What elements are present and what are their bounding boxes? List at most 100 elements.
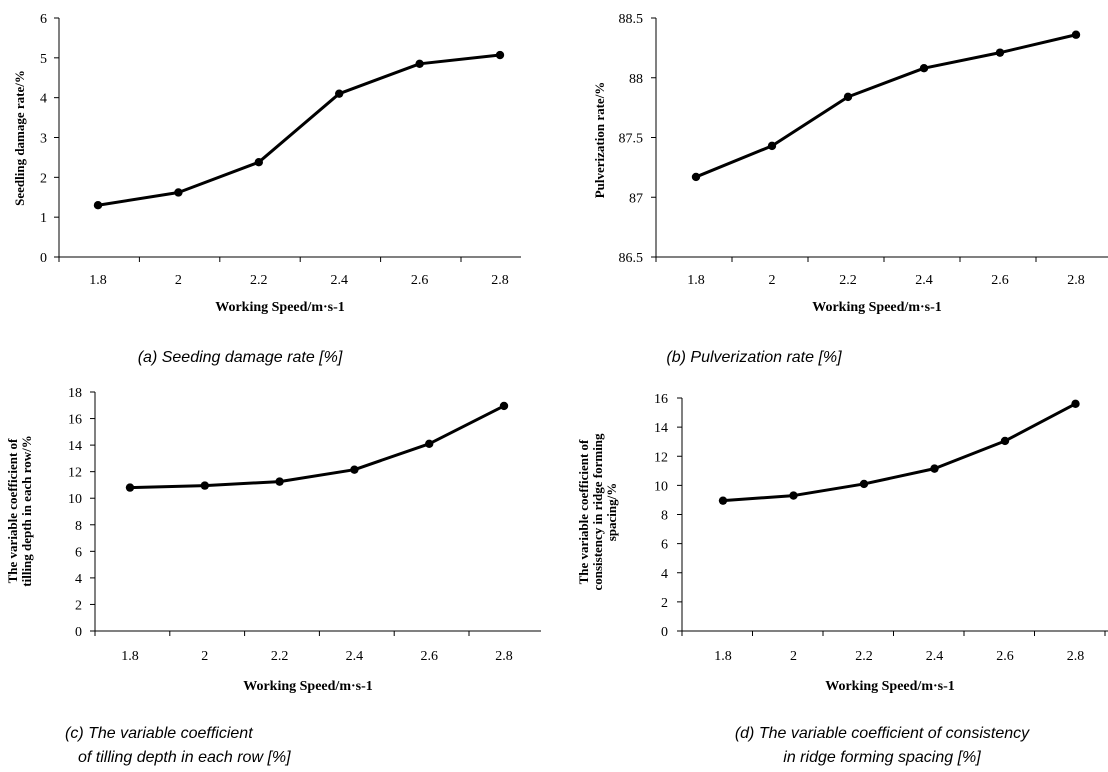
y-tick-label: 87.5 <box>619 132 644 147</box>
data-point <box>859 479 869 489</box>
data-point <box>930 464 939 473</box>
y-axis-title: Pulverization rate/% <box>592 82 607 199</box>
y-tick-label: 0 <box>40 251 47 266</box>
y-tick-label: 4 <box>40 92 47 107</box>
series-line <box>695 33 1077 179</box>
series-line <box>129 404 505 490</box>
y-axis-title-line: consistency in ridge forming <box>590 433 605 591</box>
x-tick-label: 2.2 <box>250 273 268 288</box>
y-tick-label: 6 <box>661 538 668 553</box>
data-point <box>93 201 103 210</box>
y-tick-label: 2 <box>75 598 82 613</box>
data-point <box>415 59 424 69</box>
chart-panel-c: 0 2 4 6 8 10 12 14 16 18 1.8 2 2.2 2.4 2.6 2.8 Working S… <box>5 386 541 766</box>
y-tick-label: 3 <box>40 132 47 147</box>
panel-caption-line: (c) The variable coefficient <box>65 725 253 742</box>
y-axis-title-line: The variable coefficient of <box>5 438 20 583</box>
data-point <box>335 89 344 98</box>
panel-caption-line: in ridge forming spacing [%] <box>783 749 981 766</box>
y-axis-title-line: tilling depth in each row/% <box>19 435 34 586</box>
x-tick-label: 2.8 <box>491 273 509 288</box>
y-tick-label: 88.5 <box>619 12 644 27</box>
chart-panel-d: 0 2 4 6 8 10 12 14 16 1.8 2 2.2 2.4 2.6 2.8 Working Spe… <box>576 392 1108 766</box>
y-tick-label: 8 <box>75 519 82 534</box>
data-point <box>789 491 798 500</box>
panel-caption-line: (a) Seeding damage rate [%] <box>138 349 343 366</box>
x-tick-label: 2.2 <box>839 273 857 288</box>
y-tick-label: 4 <box>661 567 668 582</box>
y-tick-label: 1 <box>40 211 47 226</box>
y-tick-label: 86.5 <box>619 251 644 266</box>
data-point <box>350 465 359 474</box>
x-tick-label: 2.6 <box>996 649 1014 664</box>
data-point <box>174 188 183 197</box>
y-axis-title: Seedling damage rate/% <box>12 70 27 206</box>
y-tick-label: 87 <box>629 191 643 206</box>
panel-caption: (a) Seeding damage rate [%] <box>138 349 343 366</box>
chart-panel-b: 86.5 87 87.5 88 88.5 1.8 2 2.2 2.4 2.6 2.8 Working … <box>592 12 1108 366</box>
y-tick-label: 0 <box>75 625 82 640</box>
x-tick-label: 2.6 <box>991 273 1009 288</box>
data-point <box>919 63 929 73</box>
data-point <box>254 157 263 167</box>
y-tick-label: 12 <box>654 450 668 465</box>
x-tick-label: 2.4 <box>346 649 364 664</box>
x-tick-label: 1.8 <box>89 273 107 288</box>
data-point <box>1071 30 1081 39</box>
data-point <box>718 496 728 505</box>
y-tick-label: 5 <box>40 52 47 67</box>
panel-caption-line: (d) The variable coefficient of consiste… <box>735 725 1030 742</box>
data-point <box>1000 436 1010 446</box>
y-tick-label: 4 <box>75 572 82 587</box>
data-point <box>125 483 135 492</box>
x-tick-label: 2.4 <box>926 649 944 664</box>
data-point <box>995 48 1005 57</box>
x-axis-title: Working Speed/m·s-1 <box>825 679 955 694</box>
y-tick-label: 0 <box>661 625 668 640</box>
y-axis-title-line: Seedling damage rate/% <box>12 70 27 206</box>
x-tick-label: 2.8 <box>1067 649 1085 664</box>
y-tick-label: 12 <box>68 466 82 481</box>
y-axis-title-line: The variable coefficient of <box>576 439 591 584</box>
y-tick-label: 10 <box>68 492 82 507</box>
y-tick-label: 8 <box>661 509 668 524</box>
series-line <box>97 53 501 207</box>
data-point <box>1071 399 1080 409</box>
y-tick-label: 14 <box>654 421 668 436</box>
series-line <box>722 402 1077 503</box>
y-axis-title: The variable coefficient oftilling depth… <box>5 435 34 586</box>
y-axis-title-line: Pulverization rate/% <box>592 82 607 199</box>
data-point <box>843 92 853 102</box>
y-tick-label: 16 <box>654 392 668 407</box>
panel-caption-line: of tilling depth in each row [%] <box>78 749 291 766</box>
data-point <box>499 401 509 411</box>
x-axis-title: Working Speed/m·s-1 <box>243 679 373 694</box>
x-tick-label: 2.8 <box>495 649 513 664</box>
x-tick-label: 1.8 <box>714 649 732 664</box>
y-tick-label: 6 <box>40 12 47 27</box>
y-axis-title: The variable coefficient ofconsistency i… <box>576 433 619 591</box>
y-tick-label: 88 <box>629 72 643 87</box>
y-tick-label: 18 <box>68 386 82 401</box>
x-tick-label: 2.4 <box>330 273 348 288</box>
data-point <box>495 50 505 60</box>
x-tick-label: 2.4 <box>915 273 933 288</box>
x-tick-label: 2 <box>769 273 776 288</box>
x-tick-label: 2 <box>175 273 182 288</box>
x-tick-label: 2.2 <box>855 649 873 664</box>
data-point <box>425 439 434 448</box>
data-point <box>275 477 284 486</box>
data-point <box>767 141 777 151</box>
x-tick-label: 2.6 <box>411 273 429 288</box>
panel-caption: (d) The variable coefficient of consiste… <box>735 725 1030 766</box>
y-tick-label: 6 <box>75 545 82 560</box>
x-tick-label: 2.8 <box>1067 273 1085 288</box>
x-tick-label: 1.8 <box>121 649 139 664</box>
y-tick-label: 16 <box>68 413 82 428</box>
y-tick-label: 2 <box>40 171 47 186</box>
x-tick-label: 2 <box>201 649 208 664</box>
x-tick-label: 1.8 <box>687 273 705 288</box>
x-tick-label: 2 <box>790 649 797 664</box>
y-axis-title-line: spacing/% <box>604 483 619 542</box>
